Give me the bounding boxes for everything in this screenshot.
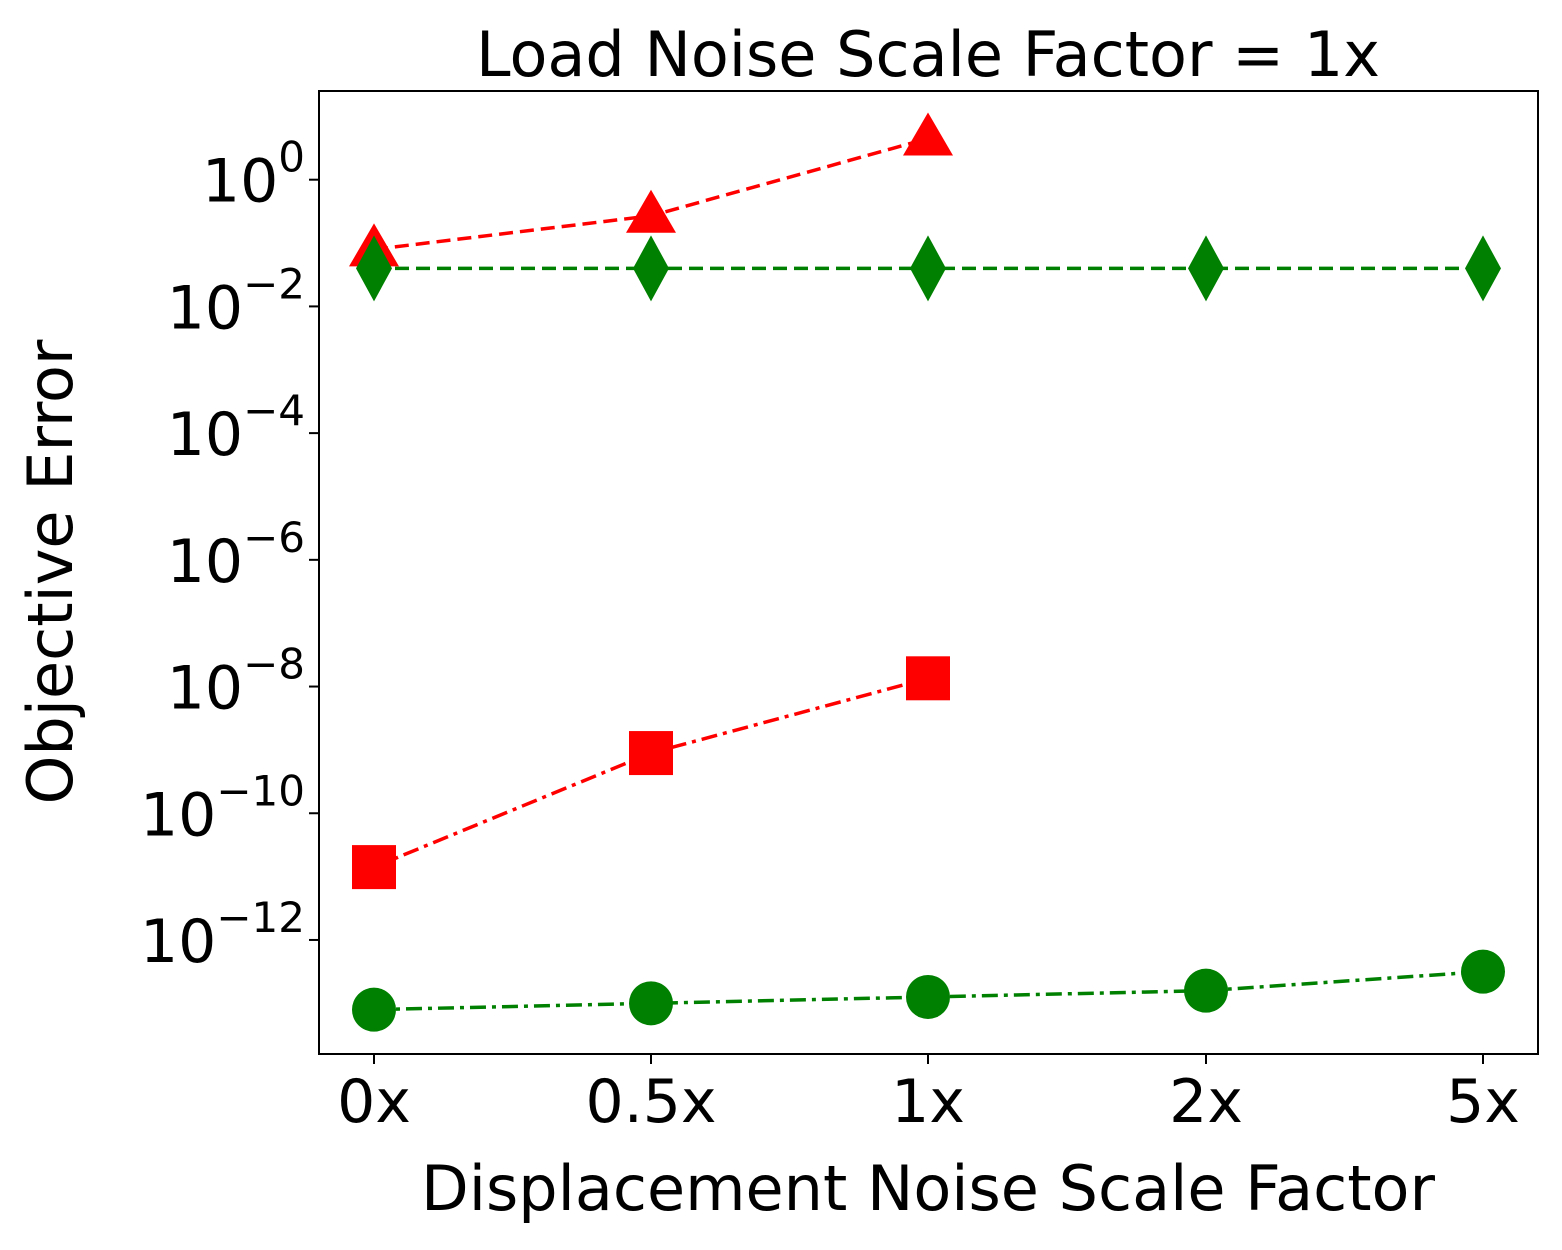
data-point-green-circle [1461, 949, 1505, 994]
data-point-red-triangle [626, 189, 676, 233]
data-point-red-square [352, 845, 396, 890]
x-tick-label: 0x [337, 1067, 411, 1137]
data-point-red-square [906, 656, 950, 701]
y-tick-base: 10 [140, 907, 216, 977]
y-tick-label: 10−2 [167, 259, 305, 343]
chart-title: Load Noise Scale Factor = 1x [476, 18, 1380, 91]
data-point-red-triangle [903, 112, 953, 156]
x-tick-label: 0.5x [586, 1067, 717, 1137]
y-tick-exponent: 0 [278, 133, 305, 182]
data-point-green-circle [1184, 968, 1228, 1013]
x-axis-label: Displacement Noise Scale Factor [421, 1152, 1435, 1225]
y-tick-label: 10−6 [167, 513, 305, 597]
x-tick-label: 2x [1169, 1067, 1243, 1137]
data-point-green-diamond [910, 235, 946, 302]
y-tick-exponent: −2 [243, 259, 305, 308]
y-tick-exponent: −12 [216, 893, 305, 942]
y-tick-label: 100 [202, 133, 305, 217]
data-point-green-circle [906, 974, 950, 1019]
y-tick-base: 10 [167, 400, 243, 470]
data-point-green-diamond [356, 235, 392, 302]
data-point-green-diamond [633, 235, 669, 302]
series-layer [349, 112, 1505, 1032]
y-tick-exponent: −8 [243, 640, 305, 689]
y-tick-exponent: −10 [216, 766, 305, 815]
x-ticks: 0x 0.5x 1x 2x 5x [337, 1054, 1520, 1137]
data-point-green-diamond [1465, 235, 1501, 302]
y-tick-label: 10−10 [140, 766, 305, 850]
y-tick-base: 10 [167, 527, 243, 597]
y-tick-label: 10−12 [140, 893, 305, 977]
x-tick-label: 5x [1446, 1067, 1520, 1137]
data-point-green-circle [352, 987, 396, 1032]
y-tick-base: 10 [167, 273, 243, 343]
y-tick-base: 10 [167, 654, 243, 724]
y-tick-exponent: −4 [243, 386, 305, 435]
y-tick-base: 10 [202, 147, 278, 217]
x-tick-label: 1x [891, 1067, 965, 1137]
data-point-green-diamond [1188, 235, 1224, 302]
y-tick-base: 10 [140, 780, 216, 850]
data-point-red-square [629, 731, 673, 776]
y-tick-exponent: −6 [243, 513, 305, 562]
data-point-green-circle [629, 981, 673, 1026]
y-tick-label: 10−4 [167, 386, 305, 470]
y-tick-label: 10−8 [167, 640, 305, 724]
y-axis-label: Objective Error [14, 339, 87, 804]
